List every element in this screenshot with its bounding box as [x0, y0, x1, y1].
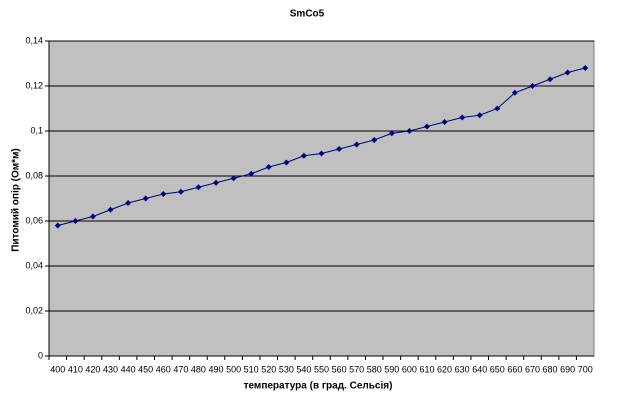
x-tick-label: 560 [332, 364, 347, 374]
x-tick-label: 430 [103, 364, 118, 374]
y-tick-label: 0,14 [25, 35, 43, 45]
marker [107, 206, 114, 213]
plot-area [48, 40, 595, 357]
x-tick-label: 530 [279, 364, 294, 374]
marker [353, 141, 360, 148]
y-tick-label: 0 [38, 350, 43, 360]
x-tick-label: 420 [85, 364, 100, 374]
x-tick-label: 620 [437, 364, 452, 374]
x-tick-label: 570 [349, 364, 364, 374]
marker [125, 200, 132, 206]
marker [406, 128, 413, 134]
x-tick-label: 680 [543, 364, 558, 374]
marker [529, 83, 536, 89]
marker [476, 112, 483, 119]
x-tick-label: 650 [490, 364, 505, 374]
x-tick-label: 460 [156, 364, 171, 374]
marker [160, 191, 167, 197]
chart-title: SmCo5 [290, 9, 325, 20]
marker [248, 170, 255, 177]
x-tick-label: 480 [191, 364, 206, 374]
y-tick-label: 0,06 [25, 215, 43, 225]
x-tick-label: 600 [402, 364, 417, 374]
marker [511, 89, 518, 96]
marker [142, 195, 149, 202]
marker [318, 150, 325, 157]
x-tick-label: 670 [525, 364, 540, 374]
x-tick-label: 520 [261, 364, 276, 374]
y-tick-label: 0,12 [25, 80, 43, 90]
marker [177, 188, 184, 195]
y-tick-label: 0,02 [25, 305, 43, 315]
x-tick-label: 500 [226, 364, 241, 374]
marker [230, 175, 237, 182]
marker [213, 179, 220, 186]
y-tick-label: 0,1 [30, 125, 43, 135]
x-tick-label: 400 [50, 364, 65, 374]
x-tick-label: 580 [367, 364, 382, 374]
marker [89, 213, 96, 220]
marker [441, 119, 448, 125]
marker [300, 152, 307, 159]
x-tick-label: 630 [455, 364, 470, 374]
marker [283, 159, 290, 166]
marker [582, 65, 589, 71]
x-tick-label: 700 [578, 364, 593, 374]
marker [423, 123, 430, 130]
x-tick-label: 450 [138, 364, 153, 374]
y-tick-label: 0,08 [25, 170, 43, 180]
marker [195, 184, 202, 191]
x-tick-label: 470 [173, 364, 188, 374]
marker [72, 218, 79, 224]
x-tick-label: 640 [472, 364, 487, 374]
marker [564, 69, 571, 76]
marker [371, 137, 378, 143]
marker [547, 76, 554, 83]
marker [459, 114, 466, 121]
x-tick-label: 690 [560, 364, 575, 374]
x-tick-label: 610 [419, 364, 434, 374]
marker [265, 164, 272, 170]
x-axis-label: температура (в град. Сельсія) [244, 381, 393, 392]
marker [336, 146, 343, 152]
x-tick-label: 410 [68, 364, 83, 374]
x-tick-label: 540 [296, 364, 311, 374]
y-tick-label: 0,04 [25, 260, 43, 270]
x-tick-label: 590 [384, 364, 399, 374]
x-tick-label: 510 [244, 364, 259, 374]
marker [494, 105, 501, 112]
x-tick-label: 660 [507, 364, 522, 374]
y-axis-label: Питомий опір (Ом*м) [11, 148, 22, 252]
marker [388, 130, 395, 137]
marker [54, 222, 61, 229]
x-tick-label: 550 [314, 364, 329, 374]
x-tick-label: 490 [209, 364, 224, 374]
x-tick-label: 440 [121, 364, 136, 374]
